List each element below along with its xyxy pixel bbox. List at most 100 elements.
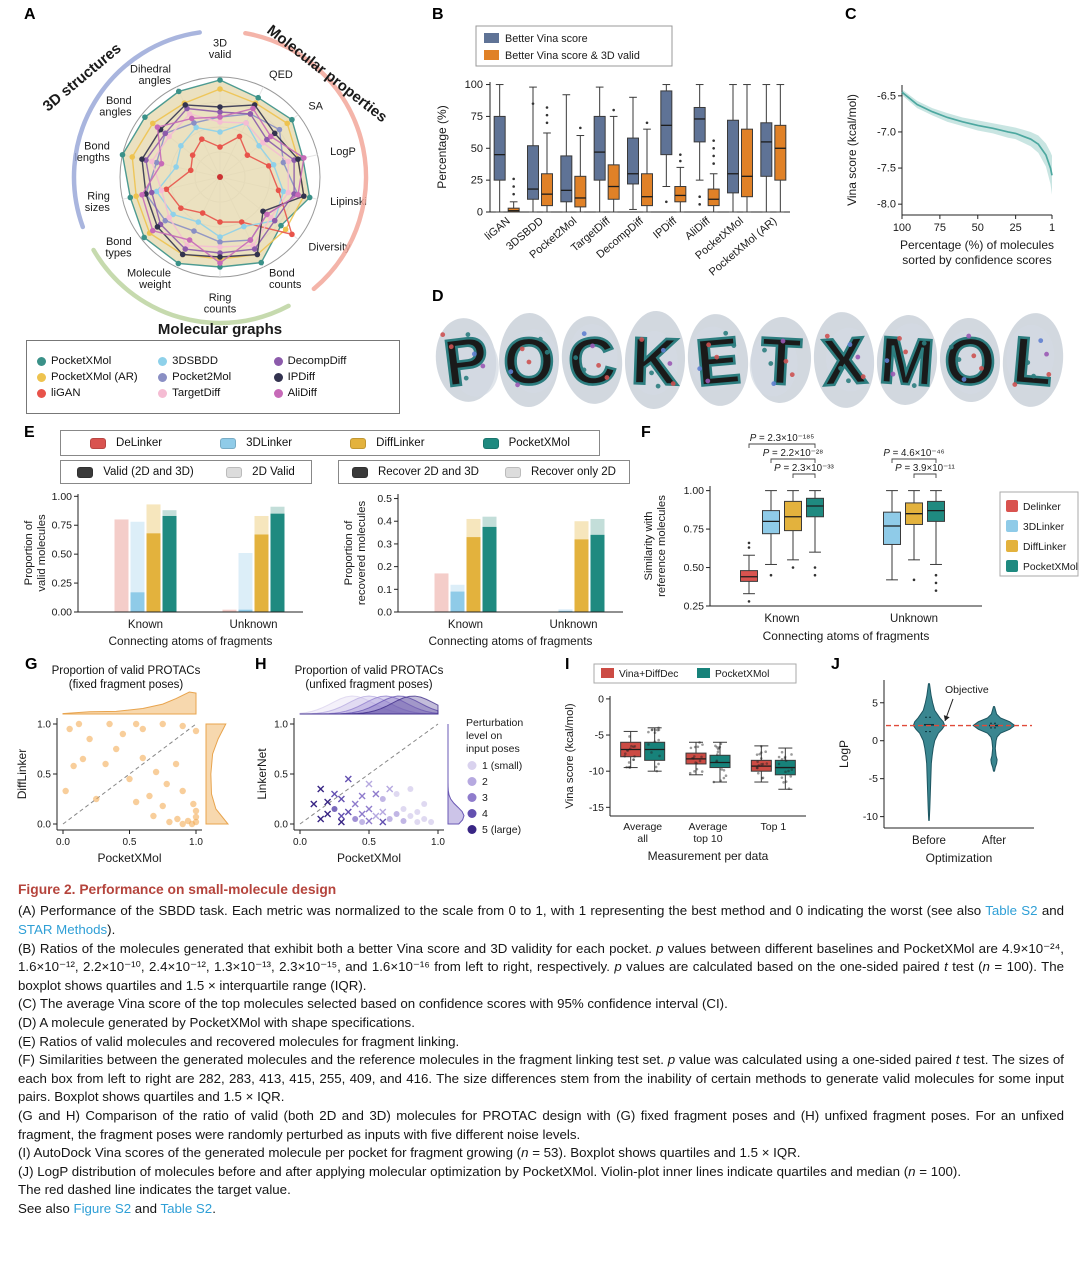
caption-text: and	[131, 1201, 161, 1217]
legend-item: 2D Valid	[226, 466, 295, 478]
svg-text:-15: -15	[589, 802, 604, 814]
svg-text:PocketXMol: PocketXMol	[337, 851, 401, 865]
svg-text:1.0: 1.0	[37, 720, 51, 731]
svg-text:Connecting atoms of fragments: Connecting atoms of fragments	[763, 629, 930, 643]
caption-link[interactable]: STAR Methods	[18, 921, 108, 937]
svg-text:PocketXMol: PocketXMol	[97, 851, 161, 865]
svg-text:1 (small): 1 (small)	[482, 760, 522, 772]
svg-text:0: 0	[598, 693, 604, 705]
panel-label-g: G	[25, 656, 38, 673]
caption-text: = 53). Boxplot shows quartiles and 1.5 ×…	[528, 1145, 801, 1161]
svg-text:Molecular graphs: Molecular graphs	[158, 321, 282, 338]
svg-text:0.75: 0.75	[52, 520, 73, 532]
svg-text:0.25: 0.25	[684, 601, 705, 613]
legend-item: liGAN	[37, 387, 158, 399]
valid-legend: Valid (2D and 3D) 2D Valid	[60, 460, 312, 484]
recover-legend: Recover 2D and 3D Recover only 2D	[338, 460, 630, 484]
svg-text:-6.5: -6.5	[877, 90, 896, 102]
svg-text:5: 5	[872, 697, 878, 709]
caption-link[interactable]: Figure S2	[73, 1201, 132, 1217]
radar-chart: 3DvalidQEDSALogPLipinskiDiversityBondcou…	[40, 22, 391, 338]
svg-text:0.0: 0.0	[37, 820, 51, 831]
svg-text:Unknown: Unknown	[550, 619, 598, 631]
svg-text:1.0: 1.0	[274, 720, 288, 731]
caption-text: n	[521, 1145, 529, 1161]
svg-text:P = 2.2×10⁻²⁸: P = 2.2×10⁻²⁸	[763, 448, 824, 459]
svg-text:lengths: lengths	[74, 152, 110, 164]
caption-text: (G and H) Comparison of the ratio of val…	[18, 1108, 1064, 1142]
caption-text: (B) Ratios of the molecules generated th…	[18, 940, 657, 956]
svg-text:100: 100	[465, 79, 483, 91]
panel-label-b: B	[432, 6, 444, 23]
svg-text:0: 0	[872, 735, 878, 747]
linker-methods-legend: DeLinker 3DLinker DiffLinker PocketXMol	[60, 430, 600, 456]
svg-text:top 10: top 10	[693, 833, 722, 845]
panel-label-f: F	[641, 424, 651, 441]
svg-text:P = 2.3×10⁻¹⁸⁵: P = 2.3×10⁻¹⁸⁵	[750, 433, 815, 444]
svg-text:3DLinker: 3DLinker	[1023, 522, 1065, 533]
svg-text:valid molecules: valid molecules	[36, 514, 48, 592]
legend-item: PocketXMol	[482, 437, 570, 449]
svg-text:input poses: input poses	[466, 743, 520, 755]
svg-text:Proportion of: Proportion of	[23, 520, 35, 586]
caption-text: (I) AutoDock Vina scores of the generate…	[18, 1145, 522, 1161]
svg-text:3: 3	[482, 792, 488, 804]
svg-text:-10: -10	[589, 766, 604, 778]
legend-item: AliDiff	[273, 387, 389, 399]
svg-text:O: O	[942, 323, 997, 400]
svg-text:reference molecules: reference molecules	[656, 495, 668, 597]
caption-text: values between different baselines and P…	[18, 940, 1064, 975]
caption-text: n	[908, 1163, 916, 1179]
caption-text: (F) Similarities between the generated m…	[18, 1052, 668, 1068]
svg-text:Known: Known	[128, 619, 163, 631]
svg-text:0.00: 0.00	[52, 607, 73, 619]
svg-text:Before: Before	[912, 835, 946, 847]
legend-item: Recover only 2D	[504, 466, 616, 478]
svg-text:LogP: LogP	[330, 146, 356, 158]
svg-text:1.00: 1.00	[52, 491, 73, 503]
svg-text:Dihedral: Dihedral	[130, 64, 171, 76]
legend-item: IPDiff	[273, 371, 389, 383]
svg-text:Molecule: Molecule	[127, 267, 171, 279]
figure-caption: Figure 2. Performance on small-molecule …	[18, 880, 1064, 1219]
svg-text:IPDiff: IPDiff	[651, 215, 680, 242]
similarity-boxplot: 0.25 0.50 0.75 1.00 Known Unknown Connecting a…	[643, 433, 1079, 643]
svg-text:5 (large): 5 (large)	[482, 824, 521, 836]
svg-text:Unknown: Unknown	[230, 619, 278, 631]
caption-paragraph: (B) Ratios of the molecules generated th…	[18, 940, 1064, 996]
panel-h-title-line2: (unfixed fragment poses)	[305, 679, 433, 692]
panel-label-h: H	[255, 656, 267, 673]
caption-paragraph: (F) Similarities between the generated m…	[18, 1051, 1064, 1107]
svg-text:0.0: 0.0	[293, 837, 307, 848]
svg-text:LogP: LogP	[837, 740, 851, 768]
caption-body: (A) Performance of the SBDD task. Each m…	[18, 902, 1064, 1218]
logp-violin-chart: 5 0 -5 -10 Objective Before After Optimization L…	[837, 680, 1034, 865]
legend-item: TargetDiff	[158, 387, 273, 399]
caption-text: p	[614, 959, 622, 975]
protac-unfixed-scatter: 0.0 0.0 0.5 0.5 1.0 1.0 PocketXMol LinkerNet Per…	[255, 695, 523, 865]
svg-text:Connecting atoms of fragments: Connecting atoms of fragments	[429, 634, 593, 648]
caption-paragraph: (D) A molecule generated by PocketXMol w…	[18, 1014, 1064, 1033]
svg-text:0.0: 0.0	[274, 820, 288, 831]
caption-paragraph: (J) LogP distribution of molecules befor…	[18, 1163, 1064, 1182]
svg-text:DiffLinker: DiffLinker	[15, 749, 29, 799]
svg-text:QED: QED	[269, 69, 293, 81]
panel-h-title-line1: Proportion of valid PROTACs	[294, 665, 444, 677]
caption-paragraph: The red dashed line indicates the target…	[18, 1181, 1064, 1200]
svg-text:Better Vina score: Better Vina score	[505, 33, 588, 45]
caption-paragraph: (G and H) Comparison of the ratio of val…	[18, 1107, 1064, 1144]
panel-label-j: J	[831, 656, 840, 673]
caption-link[interactable]: Table S2	[160, 1201, 213, 1217]
recovered-molecules-bar-chart: 0.0 0.1 0.2 0.3 0.4 0.5 Known Unknown Connecting…	[343, 493, 623, 648]
svg-text:-5: -5	[595, 730, 604, 742]
caption-text: (C) The average Vina score of the top mo…	[18, 996, 728, 1012]
caption-paragraph: (I) AutoDock Vina scores of the generate…	[18, 1144, 1064, 1163]
caption-paragraph: (C) The average Vina score of the top mo…	[18, 995, 1064, 1014]
caption-text: (E) Ratios of valid molecules and recove…	[18, 1033, 460, 1049]
caption-link[interactable]: Table S2	[985, 903, 1038, 919]
caption-text: = 100). The boxplot shows quartiles and …	[18, 959, 1064, 993]
svg-text:Proportion of: Proportion of	[343, 520, 355, 586]
svg-text:Objective: Objective	[945, 684, 989, 696]
legend-item: DeLinker	[90, 437, 162, 449]
